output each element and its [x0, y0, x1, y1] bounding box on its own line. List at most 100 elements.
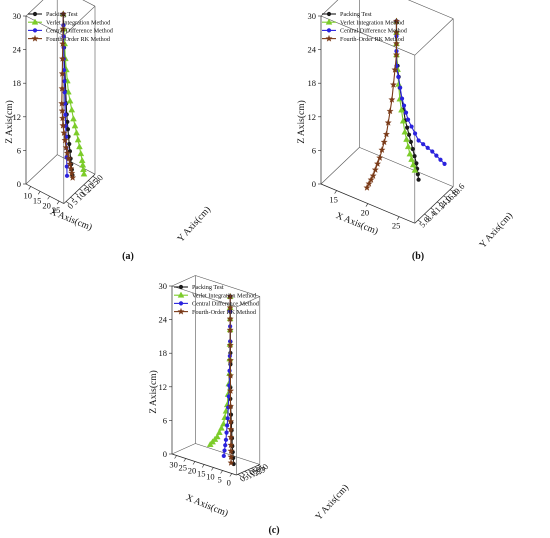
data-point: [391, 66, 399, 73]
data-point: [223, 437, 229, 442]
data-point: [216, 428, 223, 435]
x-tick-label: 20: [188, 466, 197, 476]
data-point: [65, 119, 70, 124]
y-tick: [417, 219, 422, 223]
x-tick-label: 15: [329, 195, 338, 205]
legend-label: Packing Test: [46, 11, 78, 18]
legend-label: Verlet Integration Method: [340, 19, 405, 26]
legend-label: Fourth-Order RK Method: [46, 36, 111, 43]
y-tick: [443, 195, 447, 198]
z-tick-label: 0: [312, 179, 316, 189]
legend-label: Central Difference Method: [340, 28, 408, 35]
box-edge: [25, 0, 44, 17]
x-tick-label: 25: [392, 221, 401, 231]
data-point: [58, 99, 66, 107]
data-point: [414, 161, 419, 166]
data-point: [227, 425, 235, 433]
data-point: [220, 420, 227, 427]
data-point: [406, 132, 412, 137]
data-point: [62, 143, 70, 151]
data-point: [411, 166, 419, 173]
legend-marker: [326, 28, 332, 33]
data-point: [58, 107, 66, 114]
y-tick-label: 0: [237, 474, 247, 484]
legend-label: Packing Test: [340, 11, 372, 18]
data-point: [384, 119, 392, 126]
data-point: [61, 45, 66, 50]
y-tick: [244, 471, 248, 474]
x-tick: [174, 455, 177, 459]
data-point: [226, 371, 234, 379]
legend-label: Verlet Integration Method: [46, 19, 111, 26]
y-tick: [254, 466, 258, 469]
y-tick: [437, 201, 441, 205]
data-point: [227, 441, 235, 449]
data-point: [389, 81, 397, 88]
data-point: [401, 128, 409, 135]
data-point: [78, 157, 86, 164]
data-point: [367, 176, 375, 183]
box-edge: [171, 275, 196, 287]
x-tick-label: 20: [361, 208, 370, 218]
z-tick-label: 12: [159, 382, 168, 392]
legend-marker: [178, 301, 184, 306]
z-axis-label: Z Axis(cm): [148, 370, 159, 414]
box-edge: [82, 0, 96, 7]
data-point: [412, 131, 418, 136]
y-tick-label: 5: [240, 472, 250, 482]
data-point: [392, 28, 401, 36]
data-point: [66, 160, 74, 168]
x-tick-label: 15: [197, 469, 206, 479]
legend-marker: [31, 34, 39, 42]
data-point: [226, 394, 231, 399]
legend-label: Fourth-Order RK Method: [192, 309, 257, 316]
x-tick-label: 10: [206, 472, 215, 482]
y-tick: [449, 189, 454, 192]
series-star-3: [226, 292, 235, 466]
data-point: [225, 416, 230, 421]
legend-label: Central Difference Method: [192, 301, 260, 308]
x-tick: [28, 186, 31, 190]
y-tick-label: 0: [65, 201, 75, 211]
data-point: [76, 143, 83, 150]
y-axis-label: Y Axis(cm): [477, 210, 515, 250]
panel-caption: (b): [412, 251, 424, 262]
legend-marker: [326, 11, 332, 17]
data-point: [59, 114, 67, 122]
z-tick-label: 18: [159, 348, 168, 358]
data-point: [399, 96, 405, 101]
x-axis-label: X Axis(cm): [334, 210, 379, 237]
z-tick-label: 18: [13, 78, 22, 88]
data-point: [62, 67, 67, 73]
z-tick-label: 12: [308, 112, 317, 122]
data-point: [61, 136, 69, 144]
box-edge: [195, 443, 260, 465]
y-tick: [257, 465, 262, 468]
data-point: [65, 127, 71, 132]
x-tick-label: 10: [23, 190, 32, 200]
legend-label: Central Difference Method: [46, 28, 114, 35]
x-tick-label: 5: [217, 475, 221, 485]
x-tick-label: 25: [179, 463, 188, 473]
y-tick: [74, 192, 79, 196]
data-point: [227, 368, 232, 373]
x-tick-label: 20: [42, 200, 51, 210]
x-tick: [56, 200, 60, 205]
data-point: [206, 440, 214, 447]
data-point: [405, 117, 411, 122]
data-point: [392, 17, 401, 25]
z-tick-label: 30: [13, 11, 22, 21]
data-point: [409, 124, 414, 129]
z-tick-label: 24: [308, 45, 317, 55]
data-point: [404, 143, 412, 150]
y-tick: [70, 197, 74, 200]
x-tick: [201, 464, 205, 468]
x-tick-label: 15: [33, 195, 42, 205]
box-edge: [171, 285, 237, 308]
data-point: [218, 424, 225, 431]
box-edge: [25, 154, 58, 185]
